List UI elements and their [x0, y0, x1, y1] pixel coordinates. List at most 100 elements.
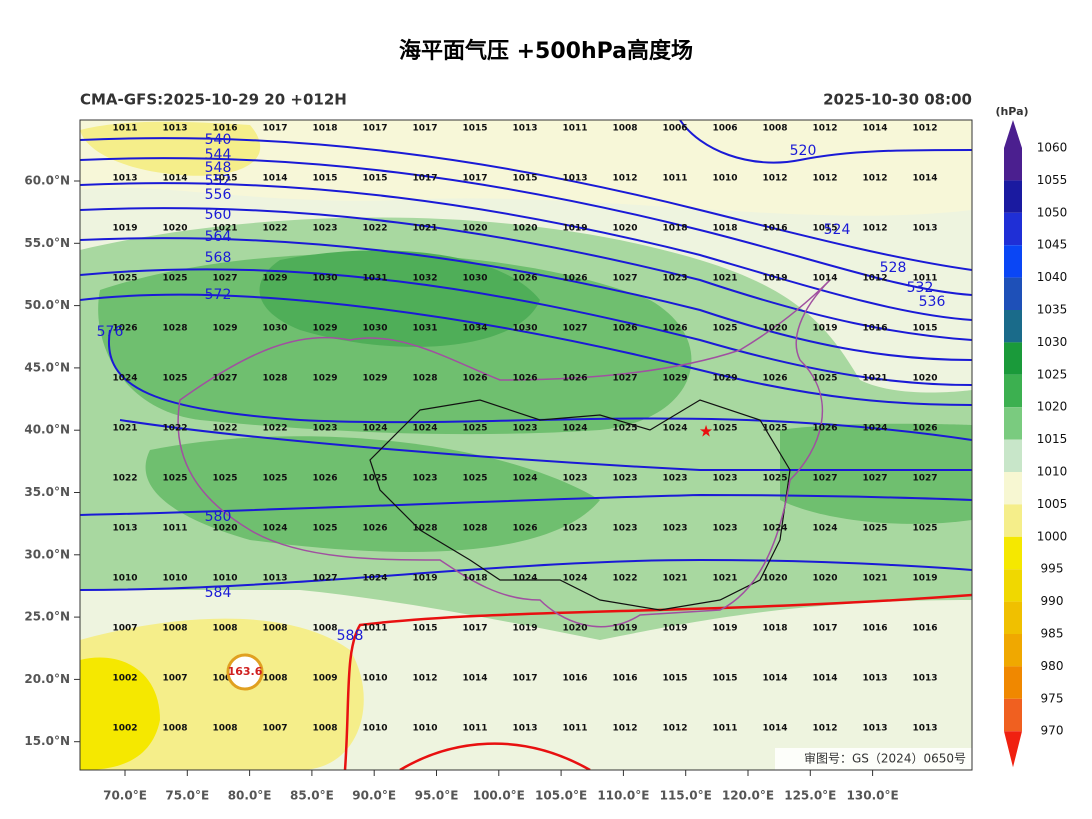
map-frame	[79, 119, 973, 771]
colorbar: 1060 1055 1050 1045 1040 1035 1030 1025 1020 1015…	[1004, 120, 1068, 768]
station-value: 1029	[662, 374, 687, 384]
station-value: 1013	[112, 524, 137, 534]
station-value: 1019	[912, 574, 937, 584]
station-value: 1023	[712, 524, 737, 534]
station-value: 1017	[362, 124, 387, 134]
station-value: 1011	[662, 174, 687, 184]
station-value: 1019	[712, 624, 737, 634]
station-value: 1011	[112, 124, 137, 134]
station-value: 1017	[412, 174, 437, 184]
station-value: 1028	[412, 374, 437, 384]
contour-label: 584	[205, 585, 232, 601]
station-value: 1013	[912, 724, 937, 734]
station-value: 1027	[212, 274, 237, 284]
station-value: 1032	[412, 274, 437, 284]
lat-label: 50.0°N	[24, 298, 70, 312]
station-value: 1026	[512, 524, 537, 534]
station-value: 1010	[362, 674, 387, 684]
station-value: 1023	[312, 224, 337, 234]
lat-label: 30.0°N	[24, 547, 70, 561]
station-value: 1027	[862, 474, 887, 484]
station-value: 1012	[612, 724, 637, 734]
station-value: 1012	[912, 124, 937, 134]
colorbar-segment	[1004, 374, 1022, 408]
station-value: 1014	[262, 174, 287, 184]
station-value: 1016	[212, 124, 237, 134]
station-value: 1023	[312, 424, 337, 434]
station-value: 1026	[562, 274, 587, 284]
contour-588	[343, 593, 972, 770]
station-value: 1008	[262, 674, 287, 684]
station-value: 1029	[312, 324, 337, 334]
station-value: 1024	[512, 574, 537, 584]
station-value: 1027	[912, 474, 937, 484]
station-value: 1018	[312, 124, 337, 134]
country-border	[177, 279, 831, 628]
station-value: 1019	[612, 624, 637, 634]
station-value: 1020	[612, 224, 637, 234]
station-value: 1011	[912, 274, 937, 284]
station-value: 1015	[512, 174, 537, 184]
station-value: 1019	[112, 224, 137, 234]
station-value: 1011	[562, 724, 587, 734]
station-value: 1021	[112, 424, 137, 434]
station-value: 1013	[562, 174, 587, 184]
station-value: 1018	[662, 224, 687, 234]
station-value: 1016	[862, 624, 887, 634]
station-value: 1024	[562, 574, 587, 584]
colorbar-label: 1035	[1037, 303, 1068, 317]
station-value: 1009	[312, 674, 337, 684]
station-value: 1019	[512, 624, 537, 634]
station-value: 1024	[862, 424, 887, 434]
station-value: 1021	[662, 574, 687, 584]
station-value: 1013	[912, 224, 937, 234]
subtitle-left: CMA-GFS:2025-10-29 20 +012H	[80, 91, 347, 109]
station-value: 1025	[812, 374, 837, 384]
station-value: 1017	[462, 624, 487, 634]
lon-label: 120.0°E	[722, 789, 774, 803]
contour-588	[399, 742, 591, 770]
station-value: 1015	[212, 174, 237, 184]
station-value: 1024	[662, 424, 687, 434]
colorbar-label: 1015	[1037, 432, 1068, 446]
station-value: 1008	[212, 674, 237, 684]
contour-label: 528	[880, 260, 907, 276]
station-value: 1025	[112, 274, 137, 284]
station-value: 1027	[612, 374, 637, 384]
station-value: 1002	[112, 724, 137, 734]
station-value: 1012	[862, 224, 887, 234]
station-value: 1018	[762, 624, 787, 634]
station-value: 1021	[212, 224, 237, 234]
station-value: 1014	[862, 124, 887, 134]
station-value: 1023	[562, 474, 587, 484]
footer-bg	[775, 748, 972, 770]
station-value: 1019	[662, 624, 687, 634]
contour-label: 536	[919, 294, 946, 310]
station-value: 1031	[412, 324, 437, 334]
station-value: 1025	[712, 324, 737, 334]
station-value: 1027	[812, 474, 837, 484]
colorbar-segment	[1004, 439, 1022, 472]
station-value: 1022	[162, 424, 187, 434]
lon-label: 70.0°E	[103, 789, 147, 803]
station-value: 1020	[562, 624, 587, 634]
colorbar-label: 1045	[1037, 238, 1068, 252]
station-value: 1015	[662, 674, 687, 684]
station-value: 1011	[562, 124, 587, 134]
station-value: 1026	[362, 524, 387, 534]
station-value: 1022	[612, 574, 637, 584]
lon-label: 80.0°E	[228, 789, 272, 803]
station-value: 1025	[162, 474, 187, 484]
station-value: 1015	[912, 324, 937, 334]
station-value: 1025	[212, 474, 237, 484]
colorbar-segment	[1004, 407, 1022, 440]
station-value: 1020	[512, 224, 537, 234]
station-value: 1023	[612, 524, 637, 534]
footer: 审图号：GS（2024）0650号	[804, 751, 966, 766]
pressure-fill	[80, 657, 160, 770]
station-value: 1010	[412, 724, 437, 734]
station-value: 1011	[462, 724, 487, 734]
station-value: 1010	[112, 574, 137, 584]
station-value: 1024	[812, 524, 837, 534]
